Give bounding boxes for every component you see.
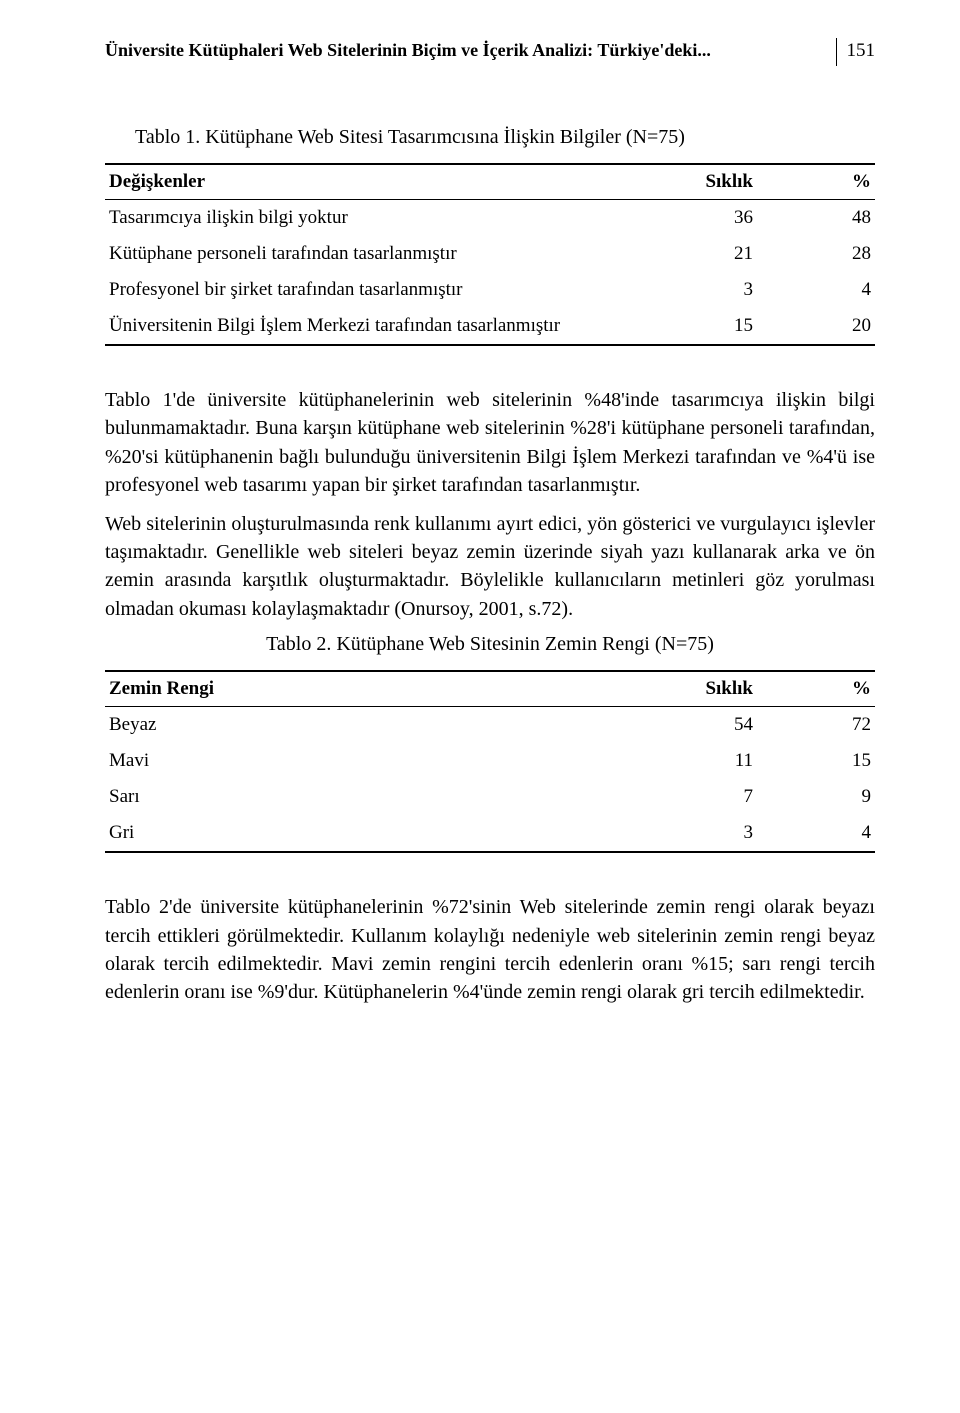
page-number: 151 <box>847 40 876 62</box>
table-row: Kütüphane personeli tarafından tasarlanm… <box>105 236 875 272</box>
table-row: Tasarımcıya ilişkin bilgi yoktur 36 48 <box>105 200 875 237</box>
table2-cell: 72 <box>757 707 875 744</box>
table2-col-2: % <box>757 671 875 707</box>
table2-cell: Mavi <box>105 743 639 779</box>
table2-header-row: Zemin Rengi Sıklık % <box>105 671 875 707</box>
table1-cell: 3 <box>639 272 757 308</box>
table1-cell: 28 <box>757 236 875 272</box>
table2-cell: 3 <box>639 815 757 852</box>
table2-cell: 7 <box>639 779 757 815</box>
table1: Değişkenler Sıklık % Tasarımcıya ilişkin… <box>105 163 875 346</box>
table2-cell: 9 <box>757 779 875 815</box>
table-row: Mavi 11 15 <box>105 743 875 779</box>
table2-col-1: Sıklık <box>639 671 757 707</box>
table1-cell: Üniversitenin Bilgi İşlem Merkezi tarafı… <box>105 308 639 345</box>
table1-col-1: Sıklık <box>639 164 757 200</box>
table-row: Beyaz 54 72 <box>105 707 875 744</box>
table2-cell: 15 <box>757 743 875 779</box>
running-head: Üniversite Kütüphaleri Web Sitelerinin B… <box>105 40 875 66</box>
table1-cell: 15 <box>639 308 757 345</box>
table-row: Üniversitenin Bilgi İşlem Merkezi tarafı… <box>105 308 875 345</box>
table-row: Gri 3 4 <box>105 815 875 852</box>
paragraph-1: Tablo 1'de üniversite kütüphanelerinin w… <box>105 386 875 500</box>
table2-cell: 4 <box>757 815 875 852</box>
table1-cell: Profesyonel bir şirket tarafından tasarl… <box>105 272 639 308</box>
paragraph-2: Web sitelerinin oluşturulmasında renk ku… <box>105 510 875 624</box>
table1-cell: 20 <box>757 308 875 345</box>
table-row: Sarı 7 9 <box>105 779 875 815</box>
table1-cell: 21 <box>639 236 757 272</box>
table2-col-0: Zemin Rengi <box>105 671 639 707</box>
table2-cell: Beyaz <box>105 707 639 744</box>
table1-cell: Kütüphane personeli tarafından tasarlanm… <box>105 236 639 272</box>
running-title: Üniversite Kütüphaleri Web Sitelerinin B… <box>105 40 826 61</box>
table2-caption: Tablo 2. Kütüphane Web Sitesinin Zemin R… <box>105 633 875 656</box>
page: Üniversite Kütüphaleri Web Sitelerinin B… <box>0 0 960 1413</box>
table1-cell: 48 <box>757 200 875 237</box>
table1-cell: 4 <box>757 272 875 308</box>
table1-cell: Tasarımcıya ilişkin bilgi yoktur <box>105 200 639 237</box>
table1-col-0: Değişkenler <box>105 164 639 200</box>
table1-col-2: % <box>757 164 875 200</box>
table-row: Profesyonel bir şirket tarafından tasarl… <box>105 272 875 308</box>
table2-cell: 11 <box>639 743 757 779</box>
table1-cell: 36 <box>639 200 757 237</box>
table2-cell: Sarı <box>105 779 639 815</box>
table1-caption: Tablo 1. Kütüphane Web Sitesi Tasarımcıs… <box>135 126 875 149</box>
paragraph-3: Tablo 2'de üniversite kütüphanelerinin %… <box>105 893 875 1007</box>
table1-header-row: Değişkenler Sıklık % <box>105 164 875 200</box>
table2: Zemin Rengi Sıklık % Beyaz 54 72 Mavi 11… <box>105 670 875 853</box>
header-divider <box>836 38 837 66</box>
table2-cell: 54 <box>639 707 757 744</box>
table2-cell: Gri <box>105 815 639 852</box>
